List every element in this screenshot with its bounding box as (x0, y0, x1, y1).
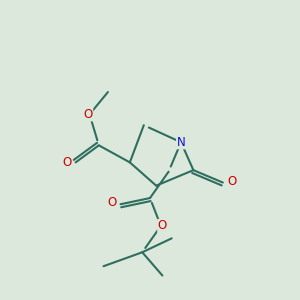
Text: O: O (83, 108, 93, 121)
Text: O: O (158, 219, 167, 232)
Text: O: O (62, 156, 72, 169)
Text: N: N (177, 136, 185, 149)
Text: O: O (107, 196, 116, 209)
Text: O: O (227, 176, 236, 188)
